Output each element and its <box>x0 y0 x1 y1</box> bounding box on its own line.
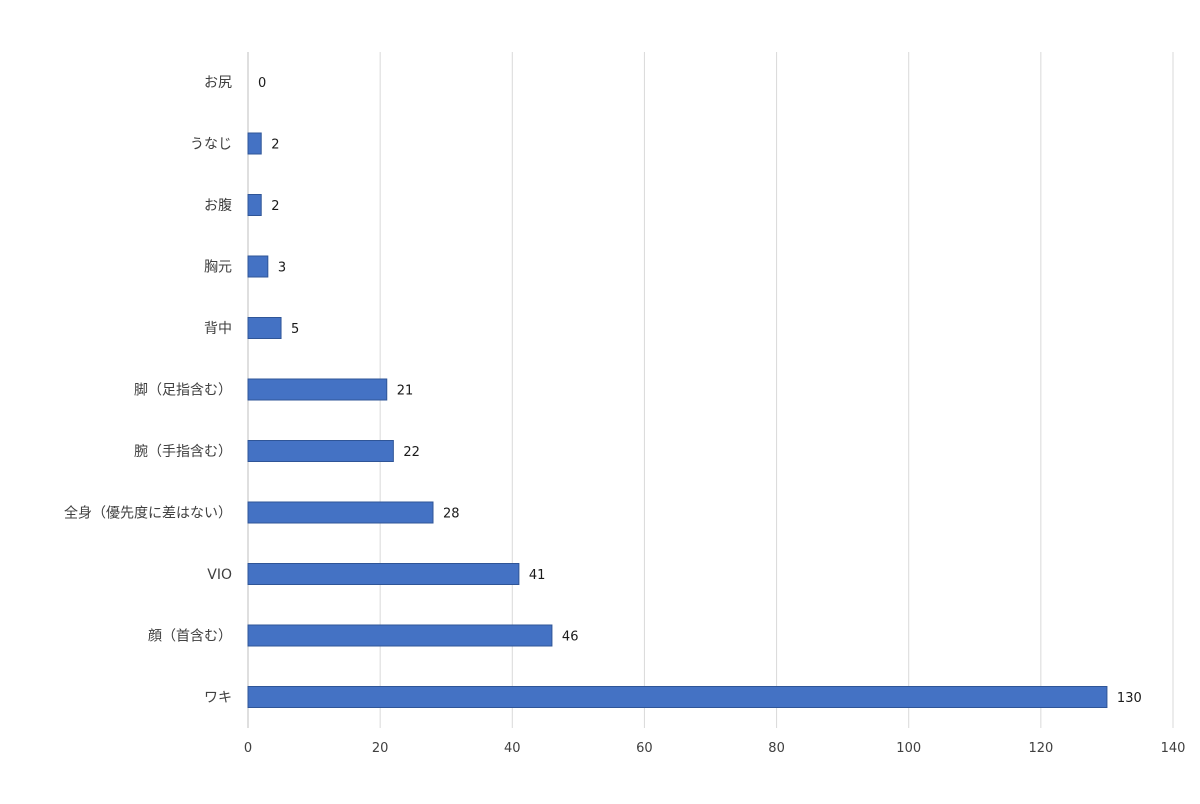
category-label: 腕（手指含む） <box>134 444 232 460</box>
category-label: 背中 <box>204 321 232 337</box>
data-label: 0 <box>258 76 266 91</box>
category-label: お腹 <box>204 197 232 214</box>
data-label: 5 <box>291 322 299 337</box>
category-label: 顔（首含む） <box>148 629 232 645</box>
category-label: 脚（足指含む） <box>134 383 232 399</box>
category-label: ワキ <box>204 690 232 706</box>
x-tick-label: 100 <box>896 741 921 756</box>
data-label: 130 <box>1117 691 1142 706</box>
bar <box>247 255 269 278</box>
x-tick-label: 80 <box>768 741 785 756</box>
bar-layer <box>247 132 1108 708</box>
category-label: お尻 <box>204 75 232 91</box>
data-label: 41 <box>529 568 546 583</box>
bar <box>247 194 262 216</box>
category-label: うなじ <box>190 137 232 153</box>
x-tick-label: 0 <box>244 741 252 756</box>
x-tick-label: 140 <box>1161 741 1186 756</box>
x-tick-label: 120 <box>1028 741 1053 756</box>
x-tick-label: 20 <box>372 741 389 756</box>
data-label: 22 <box>403 445 420 460</box>
bar <box>247 378 388 401</box>
bar <box>247 624 553 647</box>
data-label: 46 <box>562 630 579 645</box>
data-label: 3 <box>278 261 286 276</box>
category-label: 全身（優先度に差はない） <box>64 505 232 522</box>
bar <box>247 132 262 155</box>
data-label: 21 <box>397 384 414 399</box>
x-tick-label: 40 <box>504 741 521 756</box>
data-label: 2 <box>271 138 279 153</box>
bar <box>247 501 434 524</box>
bar <box>247 440 394 462</box>
label-layer: 0 20 40 60 80 100 120 140 お尻 0 うなじ 2 お腹 2 胸元 3 背中 5 脚（足指含む… <box>64 75 1185 756</box>
bar <box>247 563 520 585</box>
grid-layer <box>247 52 1174 728</box>
category-label: 胸元 <box>204 260 232 276</box>
data-label: 2 <box>271 199 279 214</box>
bar <box>247 317 282 339</box>
category-label: VIO <box>207 567 232 583</box>
bar <box>247 686 1108 708</box>
x-tick-label: 60 <box>636 741 653 756</box>
data-label: 28 <box>443 507 460 522</box>
